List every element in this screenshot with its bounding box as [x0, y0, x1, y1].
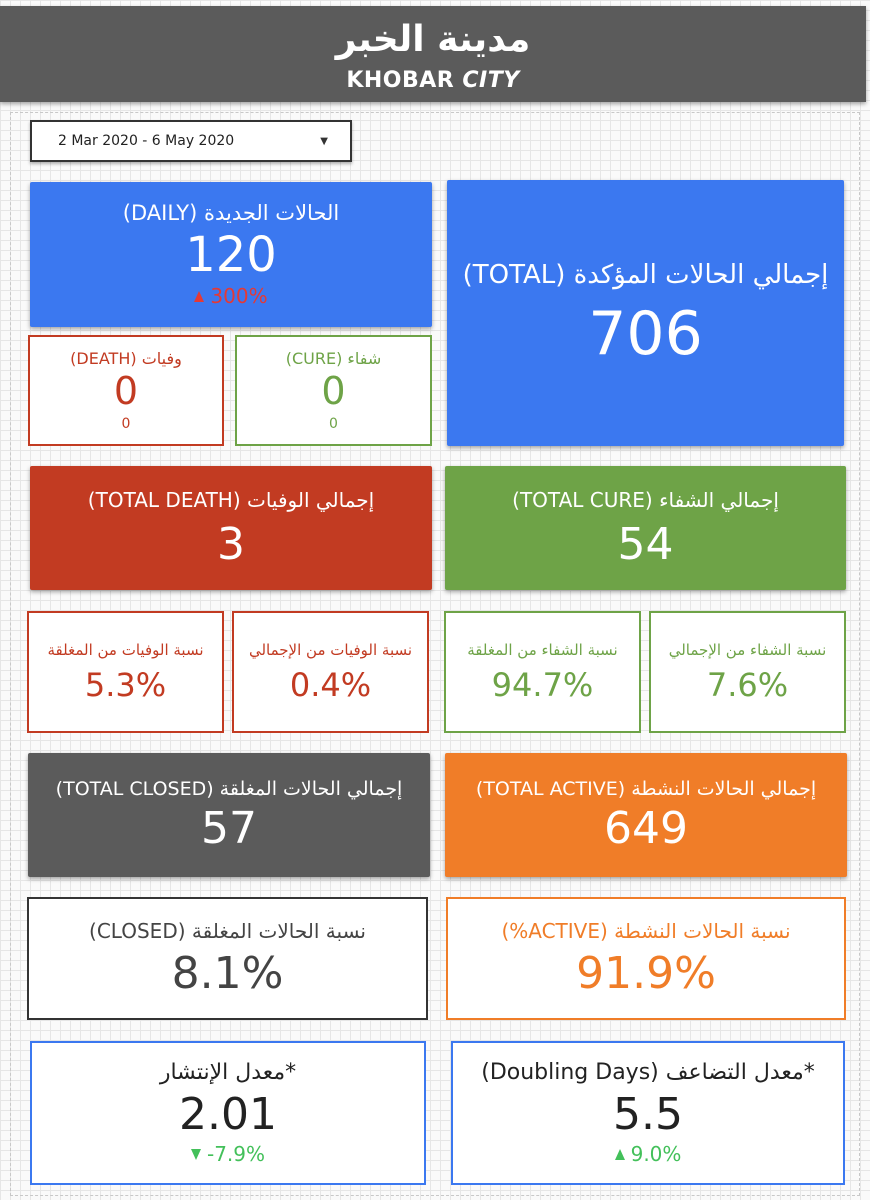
daily-cure-value: 0: [321, 369, 346, 414]
death-rate-closed-card: نسبة الوفيات من المغلقة 5.3%: [27, 611, 224, 733]
death-rate-closed-label: نسبة الوفيات من المغلقة: [47, 641, 204, 660]
closed-percentage-label: نسبة الحالات المغلقة (CLOSED): [89, 919, 366, 944]
daily-death-value: 0: [113, 369, 139, 414]
total-closed-label: إجمالي الحالات المغلقة (TOTAL CLOSED): [55, 777, 403, 800]
spread-rate-label: *معدل الإنتشار: [159, 1059, 297, 1085]
cure-rate-total-card: نسبة الشفاء من الإجمالي 7.6%: [649, 611, 846, 733]
spread-rate-value: 2.01: [179, 1089, 277, 1141]
total-closed-value: 57: [201, 803, 257, 855]
total-active-card: إجمالي الحالات النشطة (TOTAL ACTIVE) 649: [445, 753, 847, 877]
cure-rate-closed-label: نسبة الشفاء من المغلقة: [467, 641, 618, 660]
cure-rate-closed-value: 94.7%: [491, 666, 594, 705]
arrow-up-icon: [194, 290, 205, 302]
total-death-value: 3: [217, 518, 245, 570]
death-rate-total-value: 0.4%: [289, 666, 372, 705]
daily-new-cases-value: 120: [185, 226, 277, 283]
date-range-value: 2 Mar 2020 - 6 May 2020: [58, 133, 235, 149]
page-title-english: KHOBAR CITY: [0, 68, 866, 93]
total-death-label: إجمالي الوفيات (TOTAL DEATH): [87, 487, 375, 512]
title-en-prefix: KHOBAR: [346, 68, 455, 93]
closed-percentage-card: نسبة الحالات المغلقة (CLOSED) 8.1%: [27, 897, 428, 1020]
total-active-label: إجمالي الحالات النشطة (TOTAL ACTIVE): [475, 777, 817, 800]
total-confirmed-value: 706: [588, 299, 703, 370]
total-confirmed-card: إجمالي الحالات المؤكدة (TOTAL) 706: [447, 180, 844, 446]
dropdown-caret-icon[interactable]: ▼: [320, 135, 328, 147]
total-death-card: إجمالي الوفيات (TOTAL DEATH) 3: [30, 466, 432, 590]
report-canvas: [10, 112, 860, 1196]
daily-new-cases-delta-value: 300%: [210, 284, 268, 309]
arrow-down-icon: [190, 1148, 201, 1160]
doubling-days-delta: 9.0%: [614, 1142, 682, 1167]
daily-new-cases-label: الحالات الجديدة (DAILY): [122, 200, 340, 225]
spread-rate-card: *معدل الإنتشار 2.01 -7.9%: [30, 1041, 426, 1185]
date-range-picker[interactable]: 2 Mar 2020 - 6 May 2020 ▼: [30, 120, 352, 162]
doubling-days-card: *معدل التضاعف (Doubling Days) 5.5 9.0%: [451, 1041, 845, 1185]
daily-cure-label: شفاء (CURE): [285, 348, 382, 368]
death-rate-total-label: نسبة الوفيات من الإجمالي: [248, 641, 413, 660]
arrow-up-icon: [614, 1148, 625, 1160]
daily-new-cases-card: الحالات الجديدة (DAILY) 120 300%: [30, 182, 432, 327]
cure-rate-total-label: نسبة الشفاء من الإجمالي: [668, 641, 827, 660]
death-rate-total-card: نسبة الوفيات من الإجمالي 0.4%: [232, 611, 429, 733]
daily-new-cases-delta: 300%: [194, 284, 268, 309]
page-title-arabic: مدينة الخبر: [335, 19, 531, 60]
daily-cure-card: شفاء (CURE) 0 0: [235, 335, 432, 446]
total-closed-card: إجمالي الحالات المغلقة (TOTAL CLOSED) 57: [28, 753, 430, 877]
title-en-suffix: CITY: [462, 68, 520, 93]
total-active-value: 649: [604, 803, 688, 855]
page-header: مدينة الخبر KHOBAR CITY: [0, 6, 866, 102]
doubling-days-value: 5.5: [613, 1089, 683, 1141]
daily-death-card: وفيات (DEATH) 0 0: [28, 335, 224, 446]
cure-rate-closed-card: نسبة الشفاء من المغلقة 94.7%: [444, 611, 641, 733]
total-cure-label: إجمالي الشفاء (TOTAL CURE): [512, 487, 779, 512]
death-rate-closed-value: 5.3%: [84, 666, 167, 705]
daily-death-sub: 0: [121, 416, 131, 433]
total-cure-value: 54: [617, 518, 674, 570]
spread-rate-delta: -7.9%: [190, 1142, 266, 1167]
total-confirmed-label: إجمالي الحالات المؤكدة (TOTAL): [462, 259, 829, 290]
active-percentage-value: 91.9%: [576, 948, 716, 1000]
daily-death-label: وفيات (DEATH): [70, 348, 182, 368]
daily-cure-sub: 0: [329, 416, 338, 433]
total-cure-card: إجمالي الشفاء (TOTAL CURE) 54: [445, 466, 846, 590]
active-percentage-card: نسبة الحالات النشطة (ACTIVE%) 91.9%: [446, 897, 846, 1020]
spread-rate-delta-value: -7.9%: [206, 1142, 266, 1167]
cure-rate-total-value: 7.6%: [706, 666, 789, 705]
doubling-days-delta-value: 9.0%: [630, 1142, 682, 1167]
doubling-days-label: *معدل التضاعف (Doubling Days): [481, 1059, 815, 1085]
active-percentage-label: نسبة الحالات النشطة (ACTIVE%): [501, 919, 791, 944]
closed-percentage-value: 8.1%: [171, 948, 284, 1000]
